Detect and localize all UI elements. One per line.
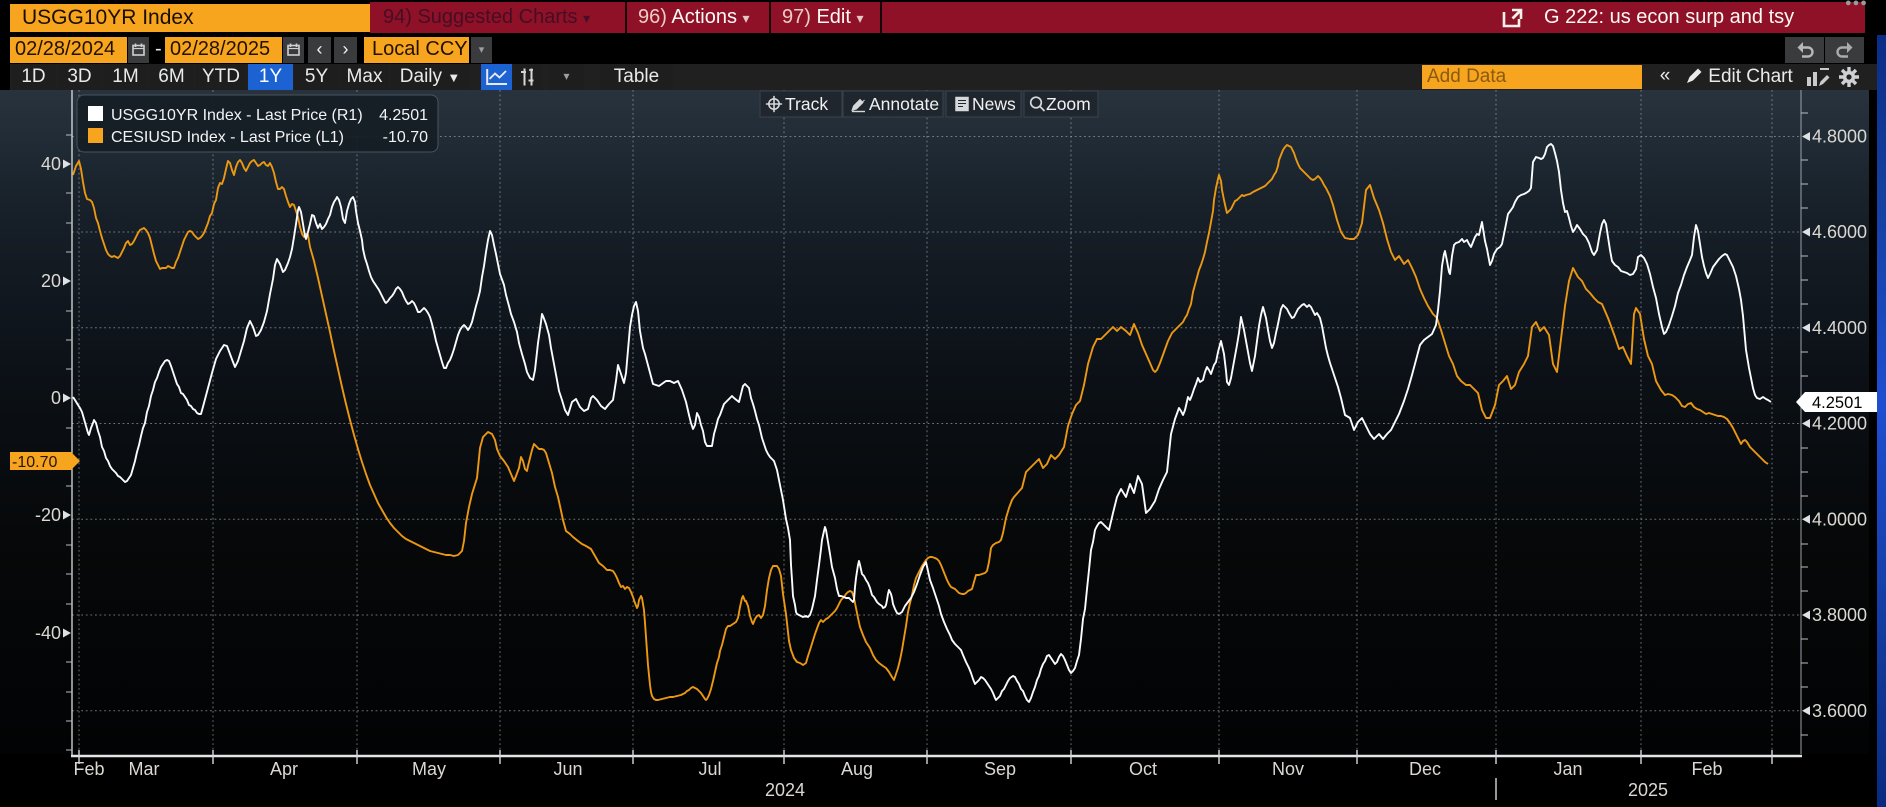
svg-text:May: May bbox=[412, 759, 446, 779]
svg-text:Jan: Jan bbox=[1553, 759, 1582, 779]
svg-text:Sep: Sep bbox=[984, 759, 1016, 779]
svg-text:40: 40 bbox=[41, 154, 61, 174]
svg-text:2024: 2024 bbox=[765, 780, 805, 800]
svg-text:Jun: Jun bbox=[553, 759, 582, 779]
svg-text:Zoom: Zoom bbox=[1046, 94, 1091, 114]
svg-text:CESIUSD Index - Last Price (L1: CESIUSD Index - Last Price (L1) bbox=[111, 129, 344, 146]
svg-text:2025: 2025 bbox=[1628, 780, 1668, 800]
svg-text:-10.70: -10.70 bbox=[383, 129, 428, 146]
svg-text:-40: -40 bbox=[35, 623, 61, 643]
svg-text:Nov: Nov bbox=[1272, 759, 1304, 779]
svg-text:Feb: Feb bbox=[73, 759, 104, 779]
svg-text:Jul: Jul bbox=[698, 759, 721, 779]
svg-text:4.2501: 4.2501 bbox=[1812, 394, 1862, 412]
svg-text:Aug: Aug bbox=[841, 759, 873, 779]
svg-text:USGG10YR Index - Last Price (R: USGG10YR Index - Last Price (R1) bbox=[111, 107, 363, 124]
svg-text:4.8000: 4.8000 bbox=[1812, 127, 1867, 147]
svg-text:Apr: Apr bbox=[270, 759, 298, 779]
svg-text:Track: Track bbox=[785, 94, 828, 114]
svg-text:3.8000: 3.8000 bbox=[1812, 605, 1867, 625]
svg-text:20: 20 bbox=[41, 271, 61, 291]
svg-text:4.0000: 4.0000 bbox=[1812, 509, 1867, 529]
svg-text:Annotate: Annotate bbox=[869, 94, 939, 114]
svg-text:4.2501: 4.2501 bbox=[379, 107, 428, 124]
svg-text:Oct: Oct bbox=[1129, 759, 1157, 779]
svg-text:News: News bbox=[972, 94, 1016, 114]
svg-text:Feb: Feb bbox=[1691, 759, 1722, 779]
svg-text:Mar: Mar bbox=[129, 759, 160, 779]
svg-text:4.6000: 4.6000 bbox=[1812, 222, 1867, 242]
svg-text:4.4000: 4.4000 bbox=[1812, 318, 1867, 338]
svg-text:Dec: Dec bbox=[1409, 759, 1441, 779]
svg-text:-10.70: -10.70 bbox=[12, 454, 57, 471]
svg-text:-20: -20 bbox=[35, 505, 61, 525]
svg-text:4.2000: 4.2000 bbox=[1812, 414, 1867, 434]
svg-text:0: 0 bbox=[51, 388, 61, 408]
svg-text:3.6000: 3.6000 bbox=[1812, 701, 1867, 721]
